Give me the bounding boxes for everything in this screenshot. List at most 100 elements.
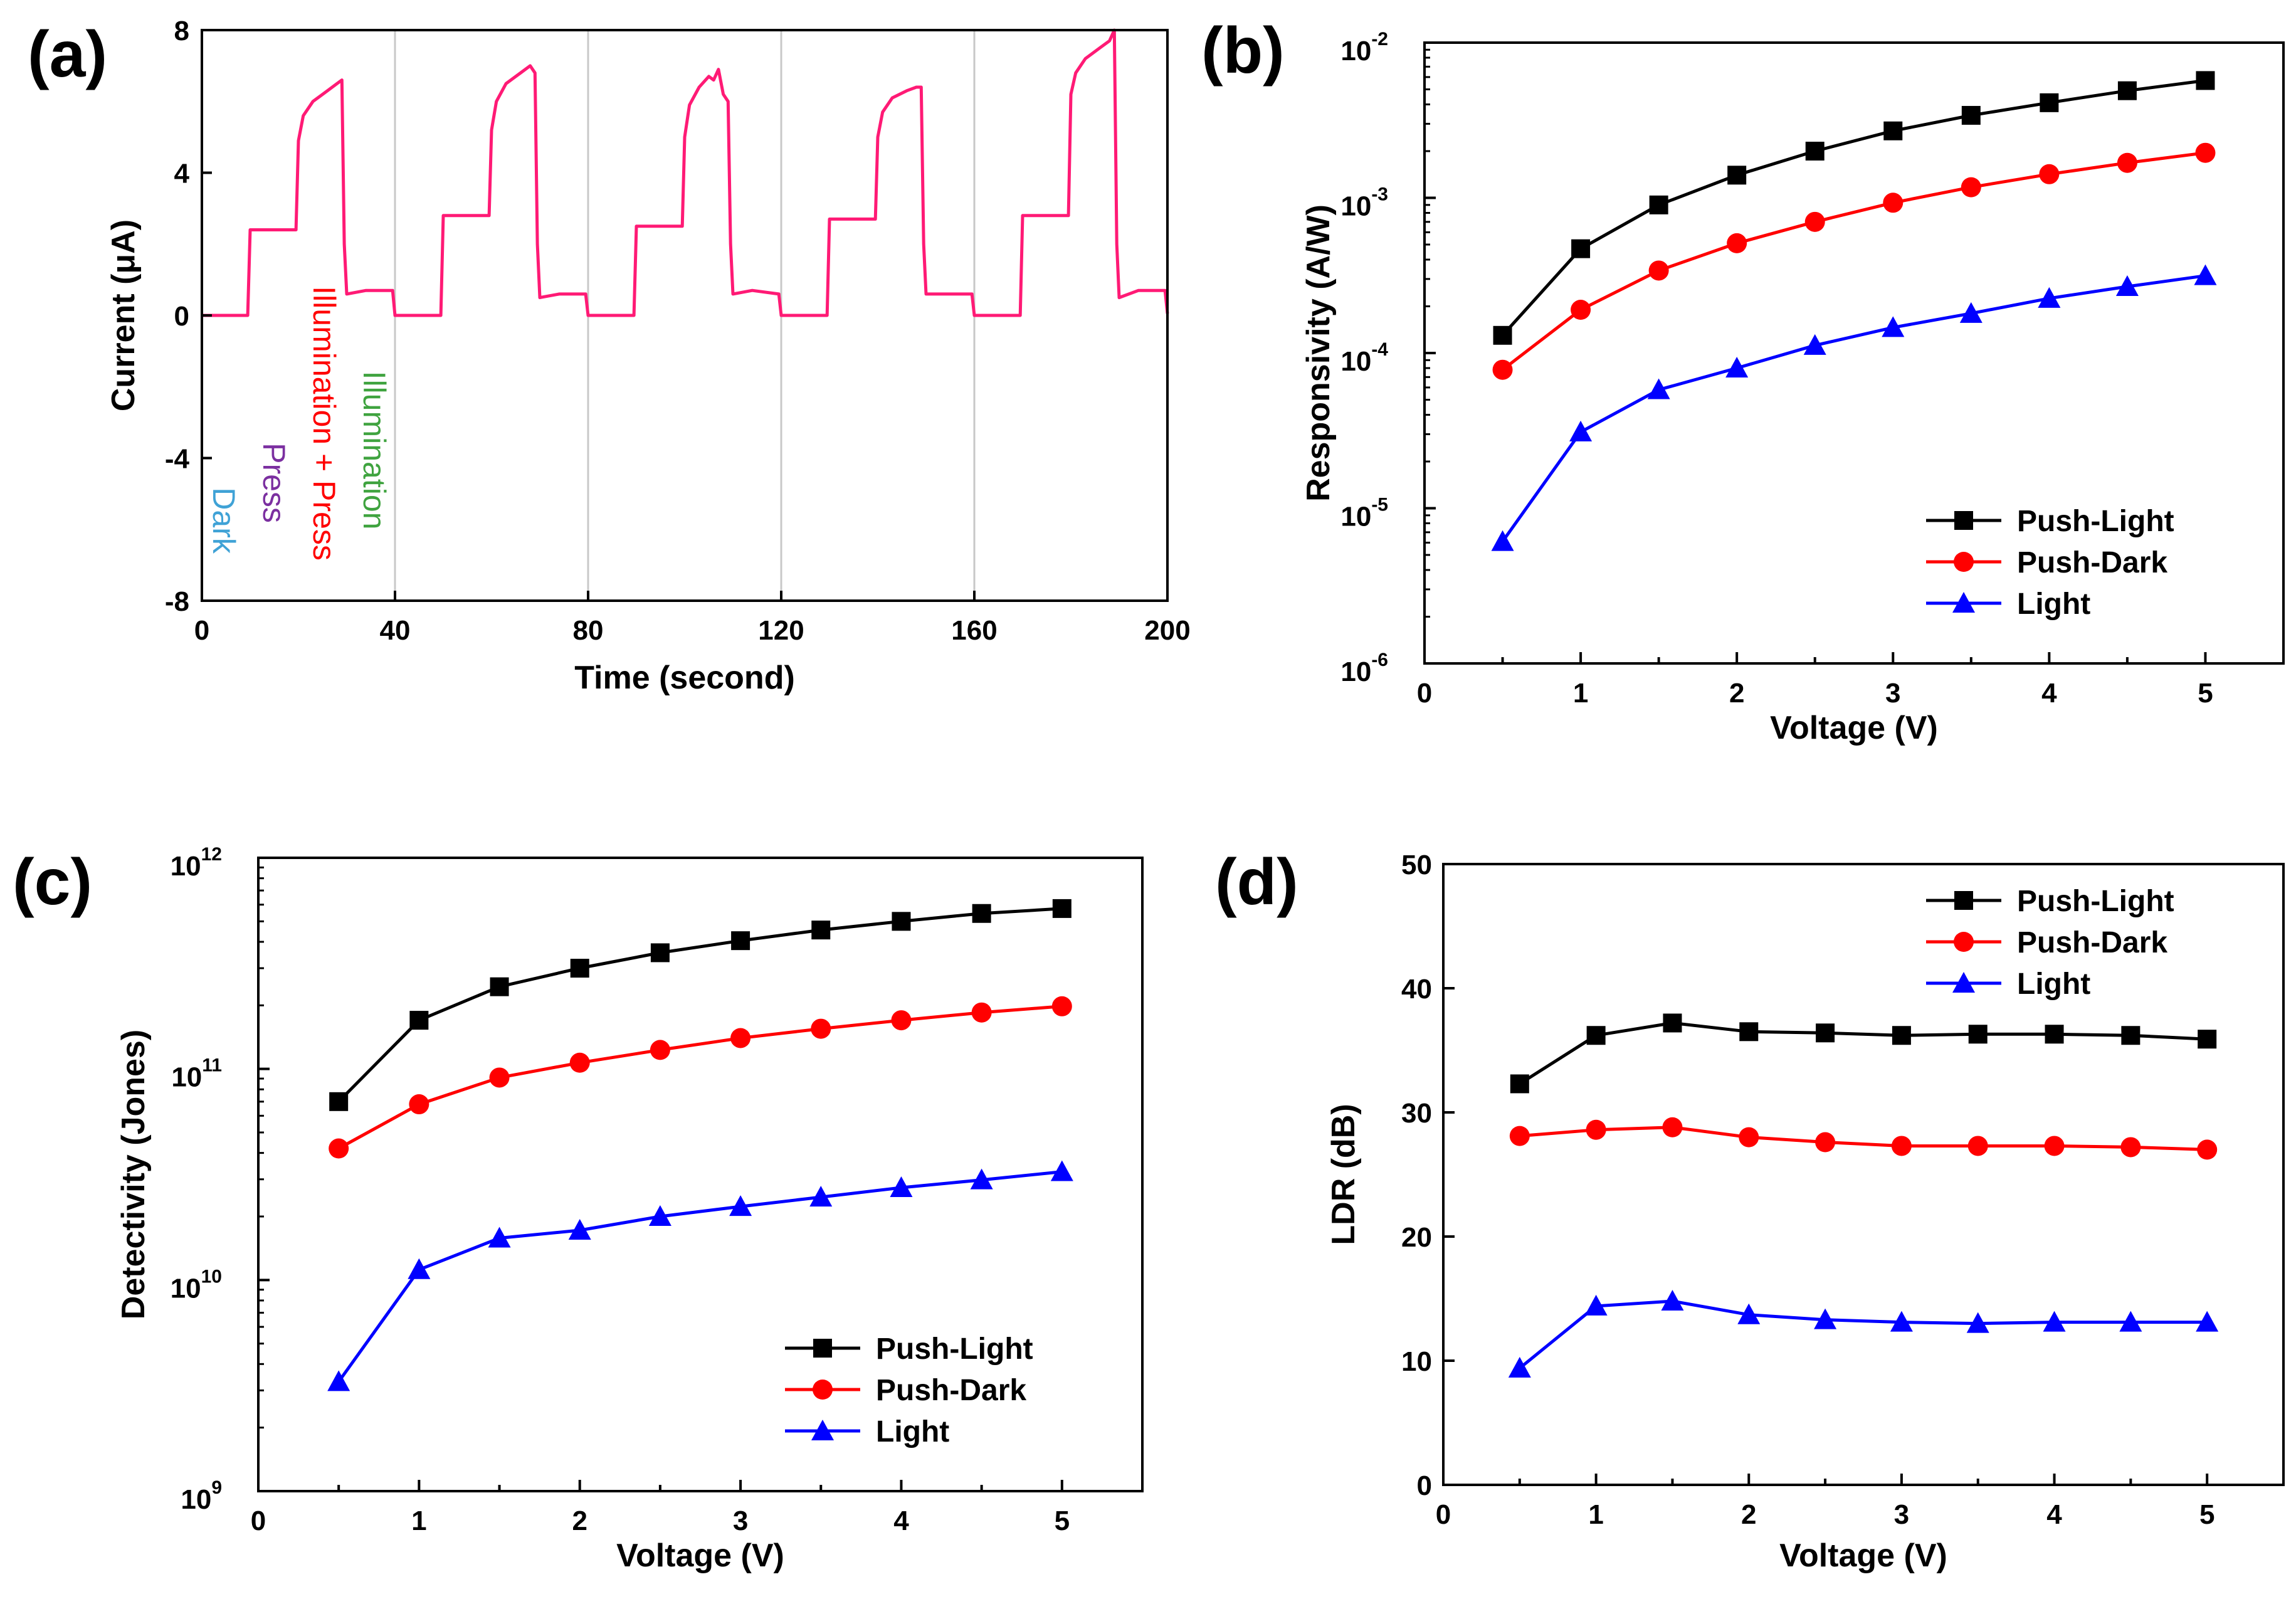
tick-exponent: -2 (1371, 29, 1388, 50)
y-axis-title: LDR (dB) (1325, 1104, 1362, 1245)
legend-marker (1952, 592, 1975, 613)
plot-frame (257, 857, 1144, 1492)
data-point (1571, 300, 1591, 320)
data-point (1584, 1294, 1608, 1316)
data-point (1648, 260, 1669, 281)
legend-label: Push-Dark (2017, 546, 2167, 579)
legend-label: Push-Dark (2017, 926, 2167, 959)
data-point (2039, 164, 2060, 184)
data-point (1508, 1356, 1531, 1378)
x-tick-label: 0 (1436, 1499, 1451, 1530)
data-point (730, 1028, 751, 1048)
data-point (1891, 1136, 1912, 1156)
x-tick-label: 0 (194, 615, 209, 646)
legend-marker (813, 1380, 833, 1400)
y-tick-label: 1011 (171, 1055, 222, 1093)
y-tick-label: 0 (1417, 1470, 1432, 1501)
data-point (1663, 1013, 1682, 1033)
data-point (1816, 1023, 1835, 1043)
x-tick-label: 0 (1417, 678, 1432, 709)
data-point (1968, 1025, 1988, 1044)
panel-a: (a) 0 40 80 120 160 200 -8 -4 0 4 8 Time (second) Cur… (28, 16, 1191, 696)
data-point (1571, 239, 1591, 258)
series-line (337, 1005, 1062, 1150)
legend: Push-Light Push-Dark Light (785, 1332, 1033, 1448)
data-point (1649, 195, 1668, 214)
legend-marker (1954, 511, 1973, 530)
x-tick-label: 40 (380, 615, 411, 646)
x-tick-label: 80 (573, 615, 604, 646)
series-line (1501, 274, 2206, 543)
series-light (327, 1160, 1073, 1391)
y-tick-label: 20 (1401, 1222, 1432, 1253)
legend-marker (1952, 972, 1975, 993)
tick-exponent: -3 (1371, 184, 1388, 205)
annotation-label: Illumination (357, 371, 392, 530)
data-point (1051, 996, 1072, 1016)
series-push-dark (1509, 1117, 2218, 1160)
data-point (1739, 1022, 1759, 1042)
data-point (2198, 1030, 2217, 1049)
annotation-label: Illumination + Press (307, 286, 342, 561)
x-axis-title: Voltage (V) (1779, 1538, 1947, 1574)
y-tick-label: 10-4 (1340, 339, 1388, 377)
series-line (1501, 78, 2206, 337)
x-tick-label: 4 (2046, 1499, 2062, 1530)
tick-exponent: -5 (1371, 495, 1388, 515)
data-point (2044, 1136, 2065, 1156)
y-tick-label: 10 (1401, 1346, 1432, 1377)
y-tick-label: 8 (174, 16, 189, 46)
y-axis-title: Current (μA) (105, 219, 142, 411)
legend-label: Push-Dark (876, 1374, 1026, 1407)
data-point (1883, 121, 1903, 140)
series-line (1519, 1021, 2208, 1085)
series-push-light (329, 899, 1072, 1111)
data-point (971, 1002, 992, 1023)
tick-exponent: -6 (1371, 650, 1388, 670)
tick-base: 10 (1340, 191, 1371, 222)
panel-label: (d) (1215, 846, 1298, 919)
data-point (2194, 264, 2217, 285)
data-point (1959, 302, 1983, 323)
x-tick-label: 3 (733, 1506, 748, 1536)
data-point (891, 1010, 912, 1031)
data-point (2195, 142, 2216, 163)
data-point (648, 1205, 671, 1226)
data-point (2038, 287, 2061, 308)
annotation-label: Dark (206, 487, 241, 554)
legend-label: Push-Light (2017, 505, 2174, 538)
y-tick-label: 30 (1401, 1098, 1432, 1129)
x-tick-label: 2 (1741, 1499, 1756, 1530)
data-point (811, 1018, 831, 1039)
data-point (1569, 420, 1593, 441)
data-point (1493, 325, 1512, 345)
tick-exponent: 12 (201, 844, 222, 865)
legend-marker (1954, 932, 1974, 952)
data-point (2117, 152, 2137, 173)
tick-base: 10 (171, 1273, 201, 1304)
data-point (2196, 71, 2215, 90)
x-tick-label: 4 (893, 1506, 909, 1536)
data-point (1725, 356, 1749, 377)
y-tick-label: 10-2 (1340, 29, 1388, 66)
data-point (1510, 1074, 1529, 1094)
series-push-light (1510, 1013, 2217, 1094)
x-tick-label: 4 (2041, 678, 2057, 709)
data-point (1803, 334, 1826, 355)
data-point (2197, 1139, 2218, 1160)
x-tick-label: 0 (251, 1506, 266, 1536)
data-point (1890, 1311, 1913, 1332)
data-point (2045, 1025, 2064, 1044)
data-point (329, 1092, 349, 1111)
tick-base: 10 (171, 1062, 202, 1093)
data-point (729, 1195, 752, 1216)
data-point (488, 1227, 511, 1248)
legend-marker (811, 1420, 834, 1440)
data-point (1586, 1026, 1606, 1045)
data-point (2115, 275, 2139, 297)
legend-label: Push-Light (876, 1332, 1033, 1366)
